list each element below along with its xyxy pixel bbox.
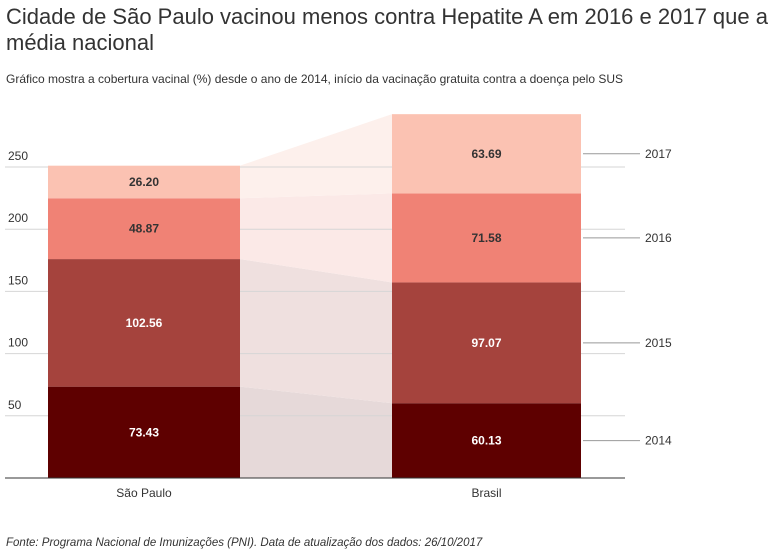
y-tick-label: 200 xyxy=(8,211,28,225)
bar-segment-Brasil-2014 xyxy=(392,403,581,478)
data-label: 71.58 xyxy=(471,231,501,245)
data-label: 48.87 xyxy=(129,222,159,236)
legend-label-2017: 2017 xyxy=(645,147,672,161)
bar-segment-São Paulo-2014 xyxy=(48,386,240,478)
stacked-bar-chart: 50 100 150 200 250 73.43 60.13 2014 102.56 97.07 2… xyxy=(5,114,672,500)
legend-label-2015: 2015 xyxy=(645,336,672,350)
x-tick-label: São Paulo xyxy=(116,486,172,500)
legend-label-2016: 2016 xyxy=(645,231,672,245)
data-label: 73.43 xyxy=(129,425,159,439)
bar-segment-São Paulo-2017 xyxy=(48,165,240,199)
data-label: 97.07 xyxy=(471,336,501,350)
data-label: 26.20 xyxy=(129,175,159,189)
ribbon-2017 xyxy=(240,114,392,199)
y-tick-label: 50 xyxy=(8,398,22,412)
data-label: 60.13 xyxy=(471,434,501,448)
y-tick-label: 150 xyxy=(8,273,28,287)
bar-segment-São Paulo-2015 xyxy=(48,259,240,387)
y-tick-label: 100 xyxy=(8,336,28,350)
data-label: 63.69 xyxy=(471,147,501,161)
x-tick-label: Brasil xyxy=(471,486,501,500)
bar-segment-São Paulo-2016 xyxy=(48,198,240,260)
chart-subtitle: Gráfico mostra a cobertura vacinal (%) d… xyxy=(6,72,624,86)
chart-title: Cidade de São Paulo vacinou menos contra… xyxy=(6,4,768,55)
source-note: Fonte: Programa Nacional de Imunizações … xyxy=(6,537,483,549)
legend-label-2014: 2014 xyxy=(645,434,672,448)
bar-segment-Brasil-2016 xyxy=(392,193,581,283)
ribbon-2014 xyxy=(240,386,392,478)
y-tick-label: 250 xyxy=(8,149,28,163)
ribbon-2015 xyxy=(240,259,392,404)
ribbon-2016 xyxy=(240,193,392,283)
data-label: 102.56 xyxy=(126,316,163,330)
bar-segment-Brasil-2015 xyxy=(392,282,581,404)
bar-segment-Brasil-2017 xyxy=(392,114,581,194)
